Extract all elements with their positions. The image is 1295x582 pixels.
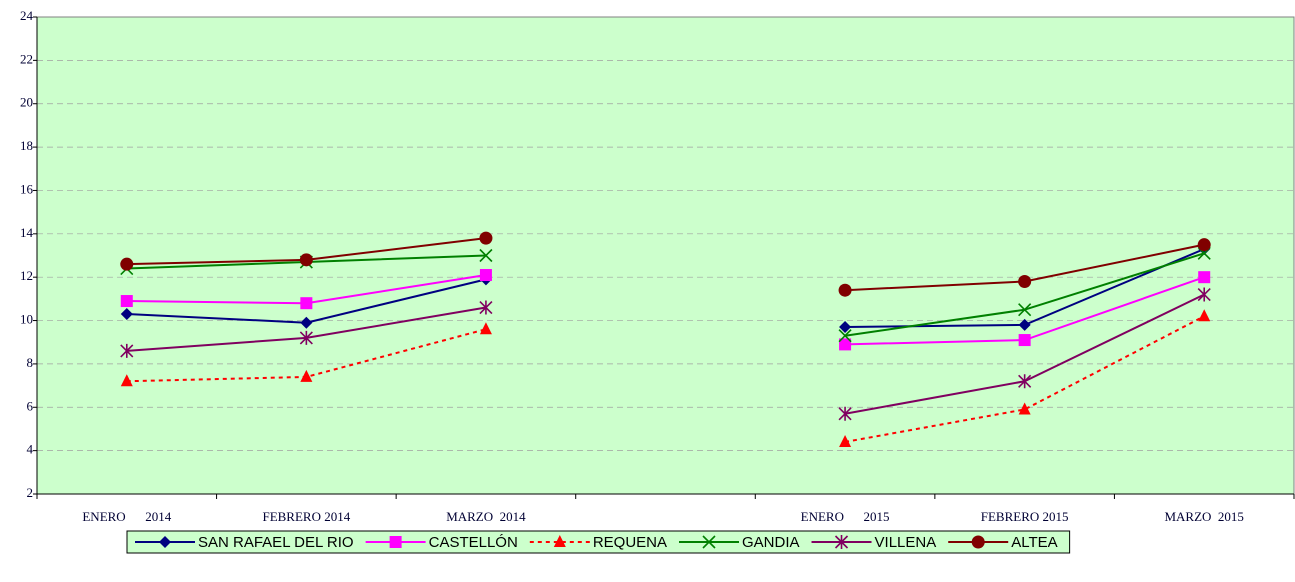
marker bbox=[159, 536, 171, 548]
marker bbox=[300, 297, 313, 310]
y-tick-label: 14 bbox=[20, 225, 34, 240]
marker bbox=[1018, 334, 1031, 347]
marker bbox=[120, 374, 133, 387]
marker bbox=[300, 316, 313, 329]
marker bbox=[839, 338, 852, 351]
marker bbox=[299, 330, 313, 345]
marker bbox=[971, 535, 985, 549]
marker bbox=[1018, 275, 1032, 289]
marker bbox=[1198, 271, 1211, 284]
legend-label: GANDIA bbox=[742, 534, 800, 551]
legend-label: ALTEA bbox=[1011, 534, 1057, 551]
marker bbox=[553, 535, 566, 547]
marker bbox=[1018, 318, 1031, 331]
marker bbox=[1197, 287, 1211, 302]
y-tick-label: 24 bbox=[20, 8, 34, 23]
y-tick-label: 10 bbox=[20, 312, 33, 327]
y-tick-label: 4 bbox=[27, 442, 34, 457]
marker bbox=[479, 269, 492, 282]
marker bbox=[479, 300, 493, 315]
marker bbox=[120, 257, 134, 271]
marker bbox=[389, 536, 402, 548]
marker bbox=[839, 321, 852, 334]
x-tick-label: MARZO 2014 bbox=[446, 509, 526, 524]
marker bbox=[1018, 303, 1032, 317]
legend-box bbox=[126, 530, 1071, 554]
marker bbox=[702, 535, 716, 549]
marker bbox=[1018, 374, 1032, 389]
marker bbox=[1197, 238, 1211, 252]
x-tick-label: FEBRERO 2014 bbox=[262, 509, 350, 524]
marker bbox=[299, 253, 313, 267]
y-tick-label: 8 bbox=[27, 355, 34, 370]
legend-label: REQUENA bbox=[593, 534, 667, 551]
marker bbox=[120, 343, 134, 358]
y-tick-label: 22 bbox=[20, 51, 33, 66]
marker bbox=[838, 406, 852, 421]
marker bbox=[838, 283, 852, 297]
marker bbox=[300, 369, 313, 382]
y-tick-label: 2 bbox=[27, 485, 34, 500]
plot-area bbox=[36, 16, 1295, 495]
x-tick-label: ENERO 2015 bbox=[801, 509, 890, 524]
marker bbox=[120, 295, 133, 308]
legend-label: SAN RAFAEL DEL RIO bbox=[198, 534, 354, 551]
marker bbox=[1198, 309, 1211, 322]
y-tick-label: 16 bbox=[20, 181, 34, 196]
x-tick-label: FEBRERO 2015 bbox=[981, 509, 1069, 524]
y-tick-label: 20 bbox=[20, 95, 33, 110]
legend-label: VILLENA bbox=[875, 534, 937, 551]
y-tick-label: 12 bbox=[20, 268, 33, 283]
marker bbox=[120, 308, 133, 321]
x-tick-label: MARZO 2015 bbox=[1164, 509, 1243, 524]
x-tick-label: ENERO 2014 bbox=[82, 509, 171, 524]
marker bbox=[479, 231, 493, 245]
y-tick-label: 18 bbox=[20, 138, 33, 153]
marker bbox=[838, 329, 852, 343]
y-tick-label: 6 bbox=[27, 398, 34, 413]
marker bbox=[834, 535, 849, 549]
legend-label: CASTELLÓN bbox=[429, 534, 518, 551]
marker bbox=[479, 248, 493, 263]
marker bbox=[839, 434, 852, 447]
marker bbox=[1018, 402, 1031, 415]
marker bbox=[479, 322, 492, 335]
